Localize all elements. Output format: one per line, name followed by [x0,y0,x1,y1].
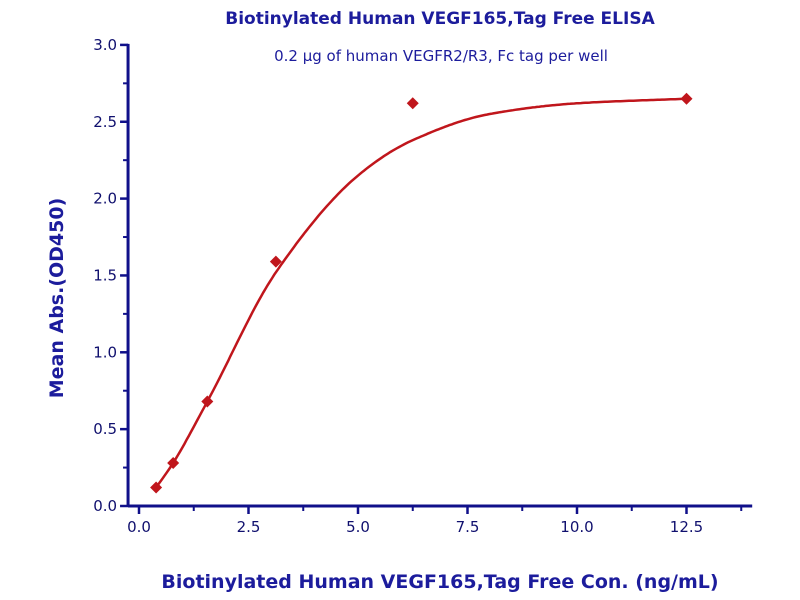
data-point [269,255,282,268]
chart-subtitle: 0.2 μg of human VEGFR2/R3, Fc tag per we… [274,47,608,65]
data-point [167,456,180,469]
y-tick-label: 0.5 [93,420,117,438]
x-tick-label: 0.0 [127,518,151,536]
x-tick-label: 10.0 [560,518,593,536]
y-tick-label: 2.0 [93,190,117,208]
x-axis-label: Biotinylated Human VEGF165,Tag Free Con.… [161,571,718,593]
x-tick-label: 12.5 [670,518,703,536]
y-tick-label: 1.5 [93,266,117,284]
y-axis-label: Mean Abs.(OD450) [46,198,68,399]
data-point [150,481,163,494]
y-tick-label: 1.0 [93,343,117,361]
data-point [201,395,214,408]
x-tick-label: 2.5 [237,518,261,536]
x-tick-label: 5.0 [346,518,370,536]
y-tick-label: 0.0 [93,497,117,515]
y-tick-label: 3.0 [93,36,117,54]
chart-title: Biotinylated Human VEGF165,Tag Free ELIS… [225,9,655,29]
x-tick-label: 7.5 [456,518,480,536]
data-point [406,97,419,110]
fit-curve [155,97,687,489]
y-tick-label: 2.5 [93,113,117,131]
data-point [680,92,693,105]
